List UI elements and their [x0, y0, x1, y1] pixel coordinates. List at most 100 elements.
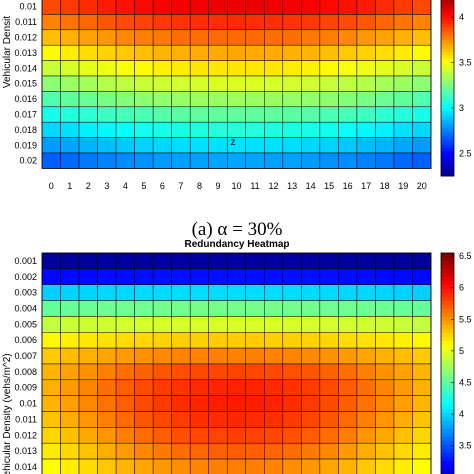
- heatmap-cell: [208, 44, 228, 61]
- heatmap-cell: [226, 363, 247, 381]
- heatmap-cell: [393, 44, 413, 61]
- colorbar-segment: [441, 373, 454, 378]
- heatmap-cell: [152, 137, 172, 154]
- x-tick-label: 2: [86, 181, 91, 191]
- heatmap-cell: [375, 332, 395, 349]
- x-tick-label: 5: [141, 181, 146, 191]
- heatmap-cell: [41, 121, 61, 138]
- colorbar-segment: [441, 98, 454, 103]
- colorbar-segment: [441, 157, 454, 161]
- heatmap-cell: [152, 363, 172, 381]
- y-tick-label: 0.01: [19, 2, 37, 12]
- heatmap-cell: [245, 284, 265, 301]
- heatmap-cell: [208, 316, 228, 333]
- heatmap-cell: [41, 316, 61, 333]
- heatmap-cell: [171, 14, 191, 31]
- heatmap-cell: [282, 284, 302, 301]
- colorbar-segment: [441, 385, 454, 390]
- heatmap-cell: [115, 106, 135, 123]
- colorbar-segment: [441, 305, 454, 310]
- heatmap-cell: [41, 411, 61, 428]
- heatmap-cell: [412, 0, 432, 15]
- heatmap-cell: [412, 106, 432, 123]
- heatmap-cell: [245, 75, 265, 92]
- colorbar-segment: [441, 126, 454, 130]
- colorbar-tick-label: 3: [459, 103, 464, 113]
- heatmap-cell: [301, 268, 321, 285]
- heatmap-cell: [78, 14, 98, 31]
- heatmap-cell: [115, 284, 135, 301]
- heatmap-cell: [245, 300, 265, 317]
- heatmap-cell: [60, 44, 80, 61]
- heatmap-cell: [264, 300, 284, 317]
- heatmap-cell: [97, 379, 117, 396]
- colorbar-segment: [441, 129, 454, 134]
- heatmap-bottom-cells: [41, 252, 432, 474]
- y-tick-label: 0.013: [14, 446, 37, 456]
- heatmap-cell: [282, 44, 302, 61]
- heatmap-cell: [338, 458, 358, 474]
- heatmap-cell: [245, 395, 265, 412]
- x-tick-label: 20: [417, 181, 427, 191]
- heatmap-cell: [282, 91, 302, 108]
- colorbar-tick-label: 4.5: [459, 377, 472, 387]
- heatmap-cell: [319, 60, 339, 77]
- heatmap-cell: [282, 75, 302, 92]
- heatmap-cell: [282, 379, 302, 396]
- heatmap-cell: [412, 300, 432, 317]
- heatmap-cell: [264, 106, 284, 123]
- colorbar-segment: [441, 89, 454, 93]
- heatmap-cell: [115, 14, 135, 31]
- heatmap-cell: [375, 427, 395, 444]
- colorbar-segment: [441, 425, 454, 430]
- heatmap-cell: [134, 284, 154, 301]
- colorbar-tick-label: 4: [459, 409, 464, 419]
- heatmap-cell: [375, 268, 395, 285]
- colorbar-segment: [441, 393, 454, 398]
- heatmap-cell: [319, 152, 339, 169]
- heatmap-cell: [189, 14, 209, 31]
- heatmap-cell: [189, 0, 209, 15]
- heatmap-cell: [60, 75, 80, 92]
- heatmap-cell: [60, 411, 80, 428]
- heatmap-cell: [319, 442, 339, 460]
- heatmap-cell: [356, 411, 376, 428]
- heatmap-cell: [78, 152, 98, 169]
- heatmap-cell: [208, 29, 228, 46]
- heatmap-cell: [115, 29, 135, 46]
- heatmap-cell: [189, 29, 209, 46]
- colorbar-segment: [441, 145, 454, 149]
- colorbar-segment: [441, 269, 454, 274]
- heatmap-cell: [282, 332, 302, 349]
- heatmap-cell: [338, 316, 358, 333]
- heatmap-cell: [134, 14, 154, 31]
- heatmap-cell: [134, 379, 154, 396]
- heatmap-cell: [171, 152, 191, 169]
- heatmap-cell: [97, 284, 117, 301]
- colorbar-segment: [441, 401, 454, 406]
- heatmap-cell: [189, 458, 209, 474]
- heatmap-cell: [152, 268, 172, 285]
- heatmap-cell: [264, 427, 284, 444]
- heatmap-cell: [338, 0, 358, 15]
- heatmap-cell: [393, 91, 413, 108]
- heatmap-cell: [152, 106, 172, 123]
- heatmap-cell: [264, 252, 284, 270]
- heatmap-cell: [226, 458, 247, 474]
- heatmap-bottom-title: Redundancy Heatmap: [184, 239, 289, 250]
- heatmap-cell: [97, 60, 117, 77]
- heatmap-cell: [152, 91, 172, 108]
- heatmap-bottom-y-ticks: 0.001 0.002 0.003 0.004 0.005 0.006 0.007 0.008…: [14, 256, 37, 472]
- heatmap-cell: [393, 395, 413, 412]
- heatmap-cell: [393, 379, 413, 396]
- heatmap-cell: [41, 91, 61, 108]
- heatmap-cell: [319, 458, 339, 474]
- heatmap-cell: [301, 332, 321, 349]
- heatmap-cell: [60, 268, 80, 285]
- heatmap-cell: [189, 152, 209, 169]
- colorbar-segment: [441, 433, 454, 438]
- heatmap-cell: [97, 347, 117, 365]
- heatmap-cell: [319, 121, 339, 138]
- heatmap-cell: [338, 395, 358, 412]
- heatmap-cell: [171, 427, 191, 444]
